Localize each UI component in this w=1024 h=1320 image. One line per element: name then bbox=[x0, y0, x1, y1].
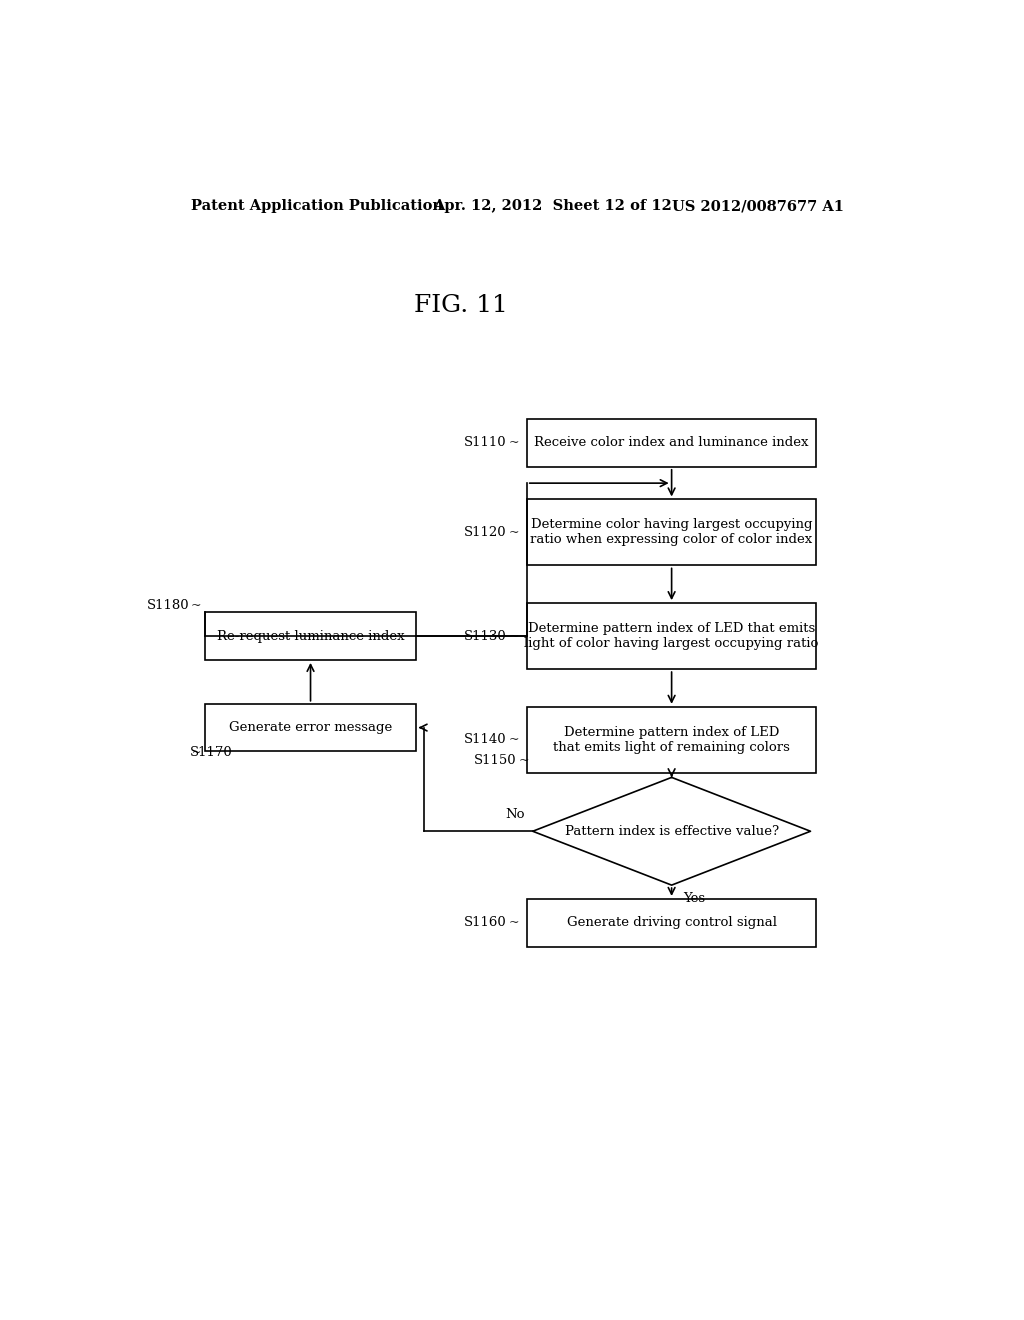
FancyBboxPatch shape bbox=[206, 704, 416, 751]
Text: S1180: S1180 bbox=[146, 599, 189, 612]
Text: ~: ~ bbox=[508, 734, 519, 746]
Text: S1170: S1170 bbox=[189, 747, 232, 759]
Text: ~: ~ bbox=[190, 599, 202, 612]
Text: FIG. 11: FIG. 11 bbox=[415, 294, 508, 317]
Text: US 2012/0087677 A1: US 2012/0087677 A1 bbox=[672, 199, 844, 213]
Text: S1130: S1130 bbox=[464, 630, 507, 643]
Text: ~: ~ bbox=[508, 437, 519, 450]
Text: Patent Application Publication: Patent Application Publication bbox=[191, 199, 443, 213]
FancyBboxPatch shape bbox=[526, 706, 816, 772]
Text: ~: ~ bbox=[193, 748, 202, 758]
Text: No: No bbox=[505, 808, 524, 821]
Text: ~: ~ bbox=[508, 525, 519, 539]
Text: S1150: S1150 bbox=[474, 754, 517, 767]
Text: ~: ~ bbox=[508, 916, 519, 929]
FancyBboxPatch shape bbox=[206, 612, 416, 660]
FancyBboxPatch shape bbox=[526, 603, 816, 669]
Text: Re-request luminance index: Re-request luminance index bbox=[217, 630, 404, 643]
Text: Determine pattern index of LED that emits
light of color having largest occupyin: Determine pattern index of LED that emit… bbox=[524, 622, 819, 651]
FancyBboxPatch shape bbox=[526, 420, 816, 467]
Text: Determine pattern index of LED
that emits light of remaining colors: Determine pattern index of LED that emit… bbox=[553, 726, 791, 754]
Text: Pattern index is effective value?: Pattern index is effective value? bbox=[564, 825, 778, 838]
Text: Generate error message: Generate error message bbox=[229, 721, 392, 734]
Text: Generate driving control signal: Generate driving control signal bbox=[566, 916, 776, 929]
FancyBboxPatch shape bbox=[526, 899, 816, 946]
Text: Apr. 12, 2012  Sheet 12 of 12: Apr. 12, 2012 Sheet 12 of 12 bbox=[433, 199, 673, 213]
Text: S1120: S1120 bbox=[464, 525, 507, 539]
Text: Determine color having largest occupying
ratio when expressing color of color in: Determine color having largest occupying… bbox=[530, 519, 813, 546]
Text: Receive color index and luminance index: Receive color index and luminance index bbox=[535, 437, 809, 450]
Text: S1160: S1160 bbox=[464, 916, 507, 929]
Text: S1140: S1140 bbox=[464, 734, 507, 746]
Text: ~: ~ bbox=[518, 754, 528, 767]
Text: S1110: S1110 bbox=[464, 437, 507, 450]
Text: Yes: Yes bbox=[684, 892, 706, 904]
Text: ~: ~ bbox=[508, 630, 519, 643]
FancyBboxPatch shape bbox=[526, 499, 816, 565]
